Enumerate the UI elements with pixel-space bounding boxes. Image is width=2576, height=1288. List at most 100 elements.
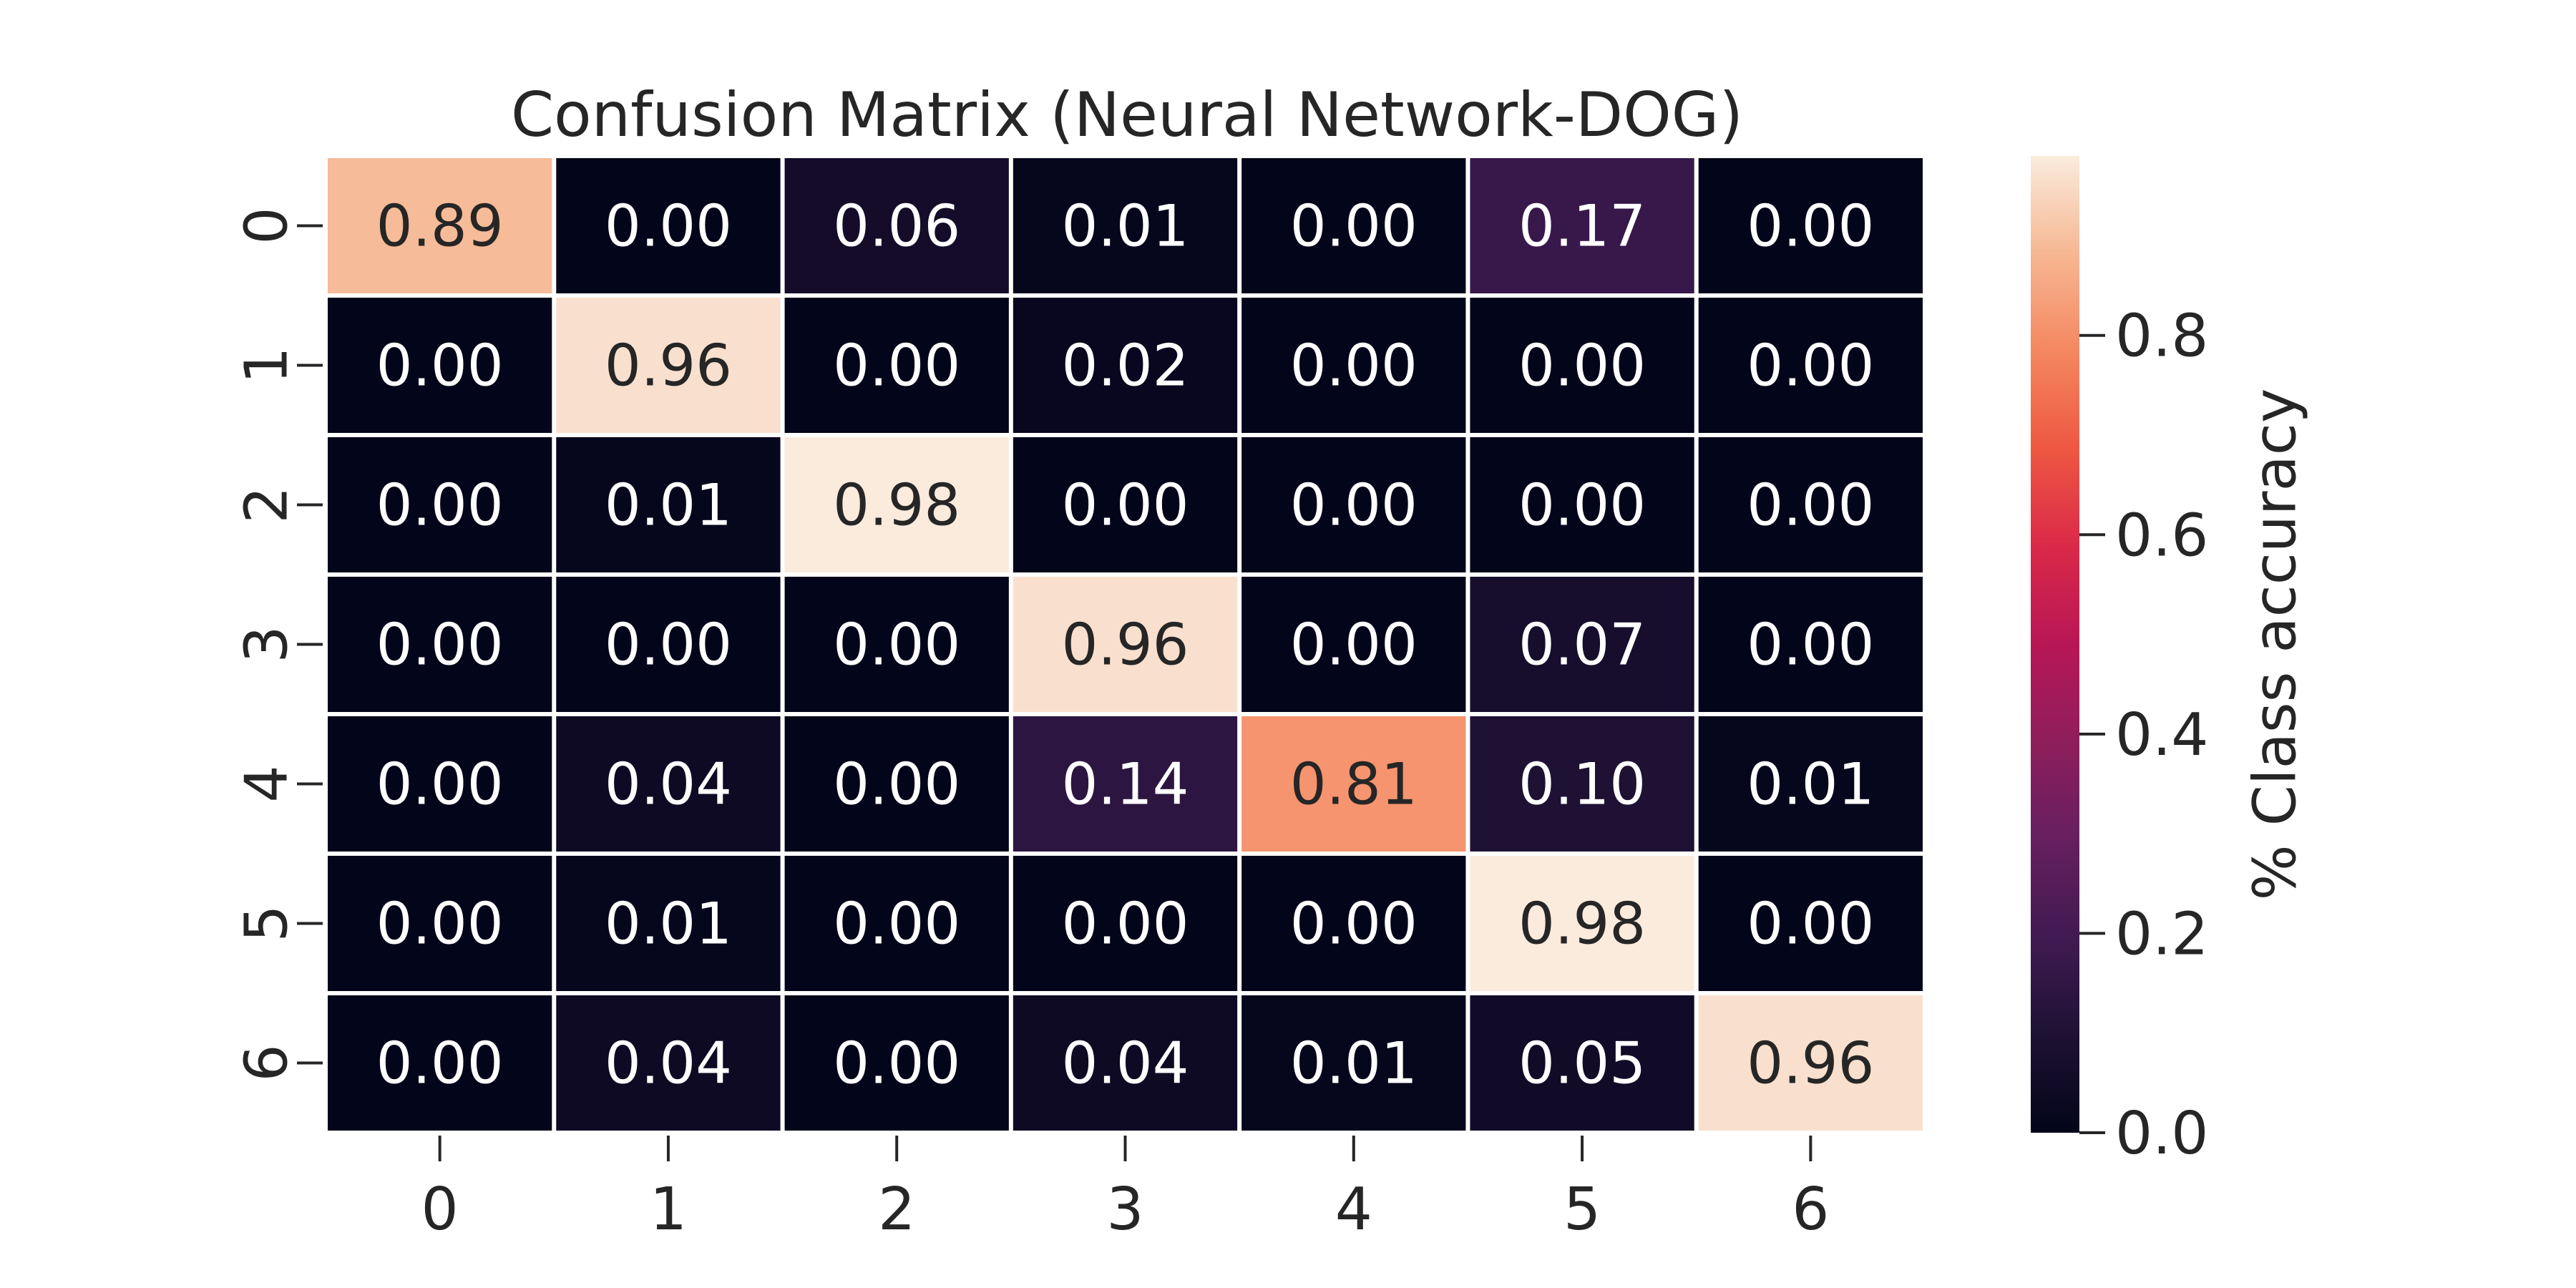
heatmap-cell <box>1470 298 1694 433</box>
heatmap-cell <box>556 716 781 852</box>
heatmap-cell <box>328 298 552 433</box>
heatmap-cell <box>1470 577 1694 712</box>
cell-value-label: 0.06 <box>833 193 960 260</box>
heatmap-cell <box>328 995 552 1131</box>
heatmap-cell <box>784 577 1009 712</box>
colorbar-tick-label: 0.2 <box>2115 900 2208 968</box>
cell-value-label: 0.00 <box>376 612 504 678</box>
cell-value-label: 0.01 <box>605 472 732 539</box>
cell-value-label: 0.00 <box>1290 193 1418 260</box>
heatmap-cell <box>328 437 552 572</box>
heatmap-cell <box>1241 716 1466 852</box>
x-tick-label: 0 <box>421 1176 459 1244</box>
heatmap-cell <box>1241 437 1466 572</box>
chart-title: Confusion Matrix (Neural Network-DOG) <box>511 79 1743 151</box>
cell-value-label: 0.01 <box>1747 751 1874 818</box>
cell-value-label: 0.04 <box>605 751 732 818</box>
x-tick-label: 5 <box>1563 1176 1601 1244</box>
heatmap-cell <box>1470 716 1694 852</box>
heatmap-cell <box>556 437 781 572</box>
heatmap-cell <box>1470 995 1694 1131</box>
heatmap-cell <box>556 158 781 293</box>
cell-value-label: 0.98 <box>833 472 960 539</box>
heatmap-cell <box>784 158 1009 293</box>
heatmap-cell <box>784 995 1009 1131</box>
cell-value-label: 0.00 <box>376 1030 504 1097</box>
cell-value-label: 0.04 <box>1061 1030 1189 1097</box>
heatmap-cell <box>556 995 781 1131</box>
heatmap-cell <box>784 437 1009 572</box>
y-tick-label: 1 <box>233 346 301 384</box>
cell-value-label: 0.00 <box>1290 891 1418 957</box>
cell-value-label: 0.00 <box>1290 333 1418 399</box>
x-tick-label: 1 <box>650 1176 687 1244</box>
cell-value-label: 0.04 <box>605 1030 732 1097</box>
heatmap-cell <box>556 298 781 433</box>
cell-value-label: 0.96 <box>1061 612 1189 678</box>
heatmap-cell <box>328 577 552 712</box>
cell-value-label: 0.01 <box>1061 193 1189 260</box>
heatmap-grid: 0.89 0.00 0.06 0.01 0.00 0.17 0.00 0.00 0.96 0.00… <box>328 158 1923 1131</box>
y-tick-label: 6 <box>233 1044 301 1081</box>
cell-value-label: 0.81 <box>1290 751 1418 818</box>
cell-value-label: 0.00 <box>605 612 732 678</box>
heatmap-cell <box>1013 577 1238 712</box>
heatmap-cell <box>328 158 552 293</box>
heatmap-cell <box>784 716 1009 852</box>
cell-value-label: 0.00 <box>1061 472 1189 539</box>
heatmap-cell <box>1470 158 1694 293</box>
heatmap-cell <box>1698 716 1923 852</box>
cell-value-label: 0.00 <box>1747 472 1874 539</box>
heatmap-cell <box>1241 158 1466 293</box>
cell-value-label: 0.00 <box>1518 333 1646 399</box>
y-tick-label: 3 <box>233 625 301 663</box>
heatmap-cell <box>328 856 552 991</box>
cell-value-label: 0.00 <box>376 472 504 539</box>
cell-value-label: 0.00 <box>1747 612 1874 678</box>
colorbar-tick-label: 0.6 <box>2115 502 2208 570</box>
heatmap-cell <box>1241 577 1466 712</box>
cell-value-label: 0.00 <box>833 1030 960 1097</box>
cell-value-label: 0.96 <box>1747 1030 1874 1097</box>
heatmap-cell <box>1698 995 1923 1131</box>
cell-value-label: 0.00 <box>376 751 504 818</box>
heatmap-cell <box>1241 995 1466 1131</box>
heatmap-cell <box>556 577 781 712</box>
colorbar: 0.0 0.2 0.4 0.6 0.8 % Class accuracy <box>2031 156 2310 1168</box>
heatmap-cell <box>784 856 1009 991</box>
cell-value-label: 0.05 <box>1518 1030 1646 1097</box>
x-tick-label: 4 <box>1335 1176 1372 1244</box>
cell-value-label: 0.00 <box>1747 333 1874 399</box>
cell-value-label: 0.00 <box>833 333 960 399</box>
heatmap-cell <box>1698 298 1923 433</box>
cell-value-label: 0.00 <box>833 612 960 678</box>
cell-value-label: 0.00 <box>1290 612 1418 678</box>
colorbar-tick-label: 0.0 <box>2115 1100 2208 1168</box>
heatmap-cell <box>1013 856 1238 991</box>
x-tick-label: 3 <box>1106 1176 1143 1244</box>
y-axis: 0 1 2 3 4 5 6 <box>233 207 323 1082</box>
x-tick-label: 2 <box>878 1176 915 1244</box>
y-tick-label: 2 <box>233 486 301 523</box>
cell-value-label: 0.00 <box>376 333 504 399</box>
colorbar-label: % Class accuracy <box>2242 389 2310 901</box>
y-tick-label: 5 <box>233 904 301 942</box>
heatmap-cell <box>1698 437 1923 572</box>
heatmap-cell <box>1013 995 1238 1131</box>
heatmap-cell <box>1013 716 1238 852</box>
heatmap-cell <box>1698 577 1923 712</box>
heatmap-cell <box>1013 158 1238 293</box>
cell-value-label: 0.00 <box>1747 193 1874 260</box>
cell-value-label: 0.00 <box>605 193 732 260</box>
cell-value-label: 0.00 <box>833 891 960 957</box>
heatmap-cell <box>1013 298 1238 433</box>
cell-value-label: 0.00 <box>833 751 960 818</box>
cell-value-label: 0.00 <box>376 891 504 957</box>
cell-value-label: 0.89 <box>376 193 504 260</box>
cell-value-label: 0.17 <box>1518 193 1646 260</box>
colorbar-tick-label: 0.8 <box>2115 303 2208 371</box>
cell-value-label: 0.02 <box>1061 333 1189 399</box>
heatmap-cell <box>1013 437 1238 572</box>
cell-value-label: 0.00 <box>1747 891 1874 957</box>
cell-value-label: 0.01 <box>605 891 732 957</box>
